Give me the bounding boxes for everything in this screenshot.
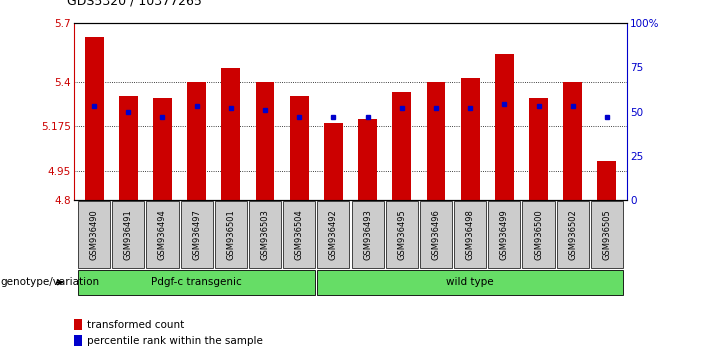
Bar <box>529 98 548 200</box>
Text: GSM936498: GSM936498 <box>465 209 475 260</box>
Text: GSM936495: GSM936495 <box>397 209 407 260</box>
Bar <box>85 37 104 200</box>
Text: GSM936491: GSM936491 <box>124 209 132 260</box>
Text: GSM936503: GSM936503 <box>261 209 270 260</box>
Text: GSM936501: GSM936501 <box>226 209 236 260</box>
Bar <box>597 161 616 200</box>
FancyBboxPatch shape <box>78 201 110 268</box>
Text: GSM936490: GSM936490 <box>90 209 99 260</box>
Text: transformed count: transformed count <box>88 320 184 330</box>
Text: GSM936494: GSM936494 <box>158 209 167 260</box>
Bar <box>74 336 82 346</box>
FancyBboxPatch shape <box>522 201 554 268</box>
Text: GSM936492: GSM936492 <box>329 209 338 260</box>
Bar <box>187 82 206 200</box>
Bar <box>564 82 582 200</box>
FancyBboxPatch shape <box>420 201 452 268</box>
FancyBboxPatch shape <box>386 201 418 268</box>
FancyBboxPatch shape <box>318 270 623 295</box>
Bar <box>461 78 479 200</box>
FancyBboxPatch shape <box>215 201 247 268</box>
Text: GSM936504: GSM936504 <box>294 209 304 260</box>
Bar <box>119 96 137 200</box>
Text: GSM936497: GSM936497 <box>192 209 201 260</box>
Bar <box>427 82 445 200</box>
Text: GSM936493: GSM936493 <box>363 209 372 260</box>
FancyBboxPatch shape <box>454 201 486 268</box>
Text: GSM936499: GSM936499 <box>500 209 509 260</box>
Text: GDS5320 / 10377265: GDS5320 / 10377265 <box>67 0 201 7</box>
FancyBboxPatch shape <box>318 201 350 268</box>
Text: GSM936496: GSM936496 <box>431 209 440 260</box>
Text: percentile rank within the sample: percentile rank within the sample <box>88 336 263 346</box>
Bar <box>324 123 343 200</box>
Text: GSM936500: GSM936500 <box>534 209 543 260</box>
Bar <box>495 55 514 200</box>
Bar <box>290 96 308 200</box>
Bar <box>358 119 377 200</box>
FancyBboxPatch shape <box>557 201 589 268</box>
Text: genotype/variation: genotype/variation <box>1 277 100 287</box>
Bar <box>74 319 82 330</box>
FancyBboxPatch shape <box>78 270 315 295</box>
Text: GSM936502: GSM936502 <box>569 209 577 260</box>
Bar <box>256 82 274 200</box>
FancyBboxPatch shape <box>112 201 144 268</box>
Text: Pdgf-c transgenic: Pdgf-c transgenic <box>151 277 242 287</box>
Bar <box>393 92 411 200</box>
FancyBboxPatch shape <box>181 201 212 268</box>
Bar <box>153 98 172 200</box>
FancyBboxPatch shape <box>351 201 383 268</box>
Bar <box>222 68 240 200</box>
Text: wild type: wild type <box>447 277 494 287</box>
FancyBboxPatch shape <box>283 201 315 268</box>
FancyBboxPatch shape <box>249 201 281 268</box>
FancyBboxPatch shape <box>489 201 520 268</box>
FancyBboxPatch shape <box>591 201 623 268</box>
FancyBboxPatch shape <box>147 201 179 268</box>
Text: GSM936505: GSM936505 <box>602 209 611 260</box>
